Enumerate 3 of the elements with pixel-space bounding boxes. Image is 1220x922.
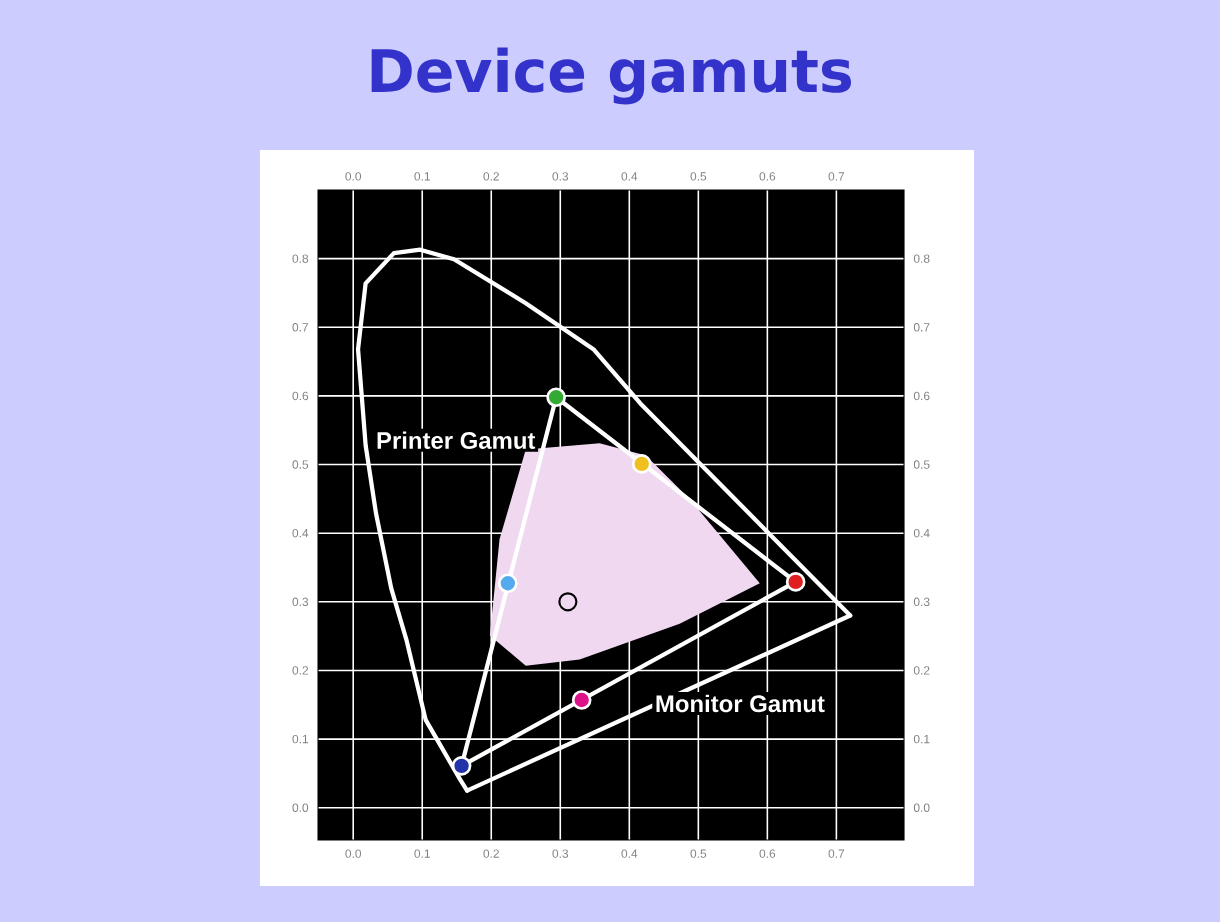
chart-title: Device gamuts: [371, 47, 851, 105]
annotation: Printer Gamut: [377, 431, 536, 450]
annotation: Monitor Gamut: [656, 694, 825, 713]
